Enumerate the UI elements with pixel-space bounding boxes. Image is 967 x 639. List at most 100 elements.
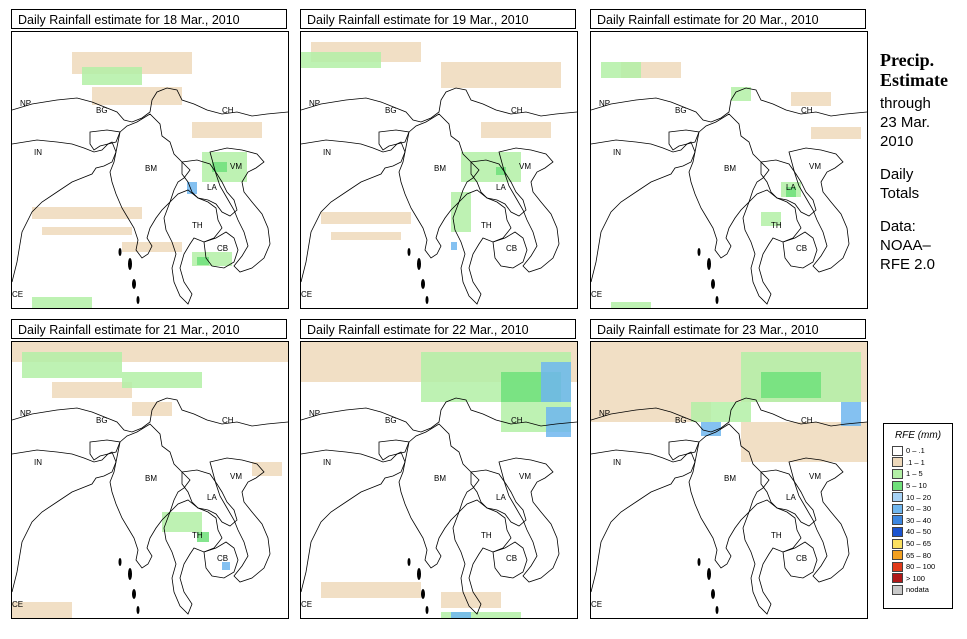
- country-label-ce: CE: [301, 600, 312, 609]
- legend-swatch: [892, 515, 903, 526]
- country-label-bg: BG: [675, 416, 687, 425]
- map-panel-3: Daily Rainfall estimate for 20 Mar., 201…: [590, 9, 868, 311]
- rain-area-1-5: [731, 87, 751, 101]
- legend-swatch: [892, 457, 903, 468]
- country-border: [760, 469, 817, 527]
- rain-area-5-10: [496, 167, 506, 175]
- rain-area-1-5: [162, 512, 202, 532]
- country-label-la: LA: [207, 183, 217, 192]
- country-label-ce: CE: [301, 290, 312, 299]
- panel-title: Daily Rainfall estimate for 18 Mar., 201…: [11, 9, 287, 29]
- country-label-la: LA: [496, 183, 506, 192]
- country-label-cb: CB: [506, 554, 517, 563]
- country-label-bg: BG: [385, 416, 397, 425]
- country-border: [782, 541, 818, 579]
- country-label-in: IN: [323, 458, 331, 467]
- country-label-vm: VM: [230, 162, 242, 171]
- island: [417, 568, 421, 580]
- rain-area-1-5: [451, 192, 471, 232]
- country-border: [209, 147, 271, 273]
- island: [132, 589, 136, 599]
- rain-area-light: [42, 227, 132, 235]
- country-border: [12, 397, 288, 433]
- country-border: [163, 499, 223, 615]
- legend-swatch: [892, 538, 903, 549]
- country-label-np: NP: [20, 409, 31, 418]
- country-border: [591, 87, 867, 123]
- country-label-bg: BG: [385, 106, 397, 115]
- rain-area-5-10: [212, 162, 227, 172]
- country-border: [782, 231, 818, 269]
- legend-item: nodata: [892, 584, 952, 596]
- country-border: [398, 113, 480, 259]
- country-label-np: NP: [599, 409, 610, 418]
- legend-title: RFE (mm): [894, 430, 942, 441]
- rain-area-light: [122, 242, 182, 252]
- rain-area-20-30: [541, 362, 571, 402]
- country-border: [591, 397, 867, 433]
- legend-swatch: [892, 573, 903, 584]
- country-border: [12, 449, 117, 593]
- country-border: [209, 457, 271, 583]
- country-border: [742, 499, 802, 615]
- island: [715, 606, 719, 614]
- island: [715, 296, 719, 304]
- country-border: [12, 139, 117, 283]
- caption-daily: Daily: [880, 166, 914, 183]
- country-label-cb: CB: [796, 244, 807, 253]
- rain-area-20-30: [222, 562, 230, 570]
- legend-label: 0 – .1: [906, 446, 925, 456]
- country-label-np: NP: [309, 409, 320, 418]
- side-caption: Precip. Estimate through 23 Mar. 2010 Da…: [880, 50, 965, 274]
- rain-area-1-5: [122, 372, 202, 388]
- country-border: [181, 159, 238, 217]
- map-panel-4: Daily Rainfall estimate for 21 Mar., 201…: [11, 319, 289, 621]
- rain-area-1-5: [691, 402, 751, 422]
- caption-through: through: [880, 95, 931, 112]
- country-label-bg: BG: [675, 106, 687, 115]
- map-panel-1: Daily Rainfall estimate for 18 Mar., 201…: [11, 9, 289, 311]
- rainfall-map: NP CH IN BG BM VM LA TH CB CE: [300, 31, 578, 309]
- rain-area-light: [321, 582, 421, 598]
- country-label-bm: BM: [434, 164, 446, 173]
- legend-item: 80 – 100: [892, 561, 952, 573]
- caption-date-line1: 23 Mar.: [880, 114, 931, 131]
- country-label-ce: CE: [591, 600, 602, 609]
- legend-item: 30 – 40: [892, 515, 952, 527]
- rain-area-20-30: [451, 242, 457, 250]
- legend-label: nodata: [906, 585, 929, 595]
- country-border: [591, 449, 696, 593]
- rain-area-light: [791, 92, 831, 106]
- island: [136, 296, 140, 304]
- rain-area-1-5: [461, 152, 521, 182]
- country-label-bm: BM: [145, 164, 157, 173]
- legend-item: 1 – 5: [892, 468, 952, 480]
- country-label-th: TH: [771, 531, 782, 540]
- country-label-ce: CE: [591, 290, 602, 299]
- country-label-np: NP: [599, 99, 610, 108]
- island: [425, 296, 429, 304]
- rain-area-light: [441, 592, 501, 608]
- country-label-cb: CB: [217, 554, 228, 563]
- rain-area-1-5: [611, 302, 651, 308]
- rain-area-light: [52, 382, 132, 398]
- rain-area-20-30: [841, 402, 861, 426]
- country-label-vm: VM: [519, 162, 531, 171]
- country-border: [163, 189, 223, 305]
- legend-swatch: [892, 468, 903, 479]
- rain-area-1-5: [301, 52, 381, 68]
- legend-swatch: [892, 550, 903, 561]
- country-border: [498, 457, 560, 583]
- map-panel-6: Daily Rainfall estimate for 23 Mar., 201…: [590, 319, 868, 621]
- country-label-la: LA: [786, 183, 796, 192]
- caption-title-line2: Estimate: [880, 70, 948, 90]
- panel-title: Daily Rainfall estimate for 22 Mar., 201…: [300, 319, 576, 339]
- country-label-vm: VM: [519, 472, 531, 481]
- country-label-ch: CH: [222, 106, 234, 115]
- rain-area-1-5: [601, 62, 641, 78]
- rainfall-map: NP CH IN BG BM VM LA TH CB CE: [590, 341, 868, 619]
- rain-area-light: [441, 62, 561, 88]
- country-label-ch: CH: [511, 416, 523, 425]
- rain-area-light: [481, 122, 551, 138]
- rain-area-light: [192, 122, 262, 138]
